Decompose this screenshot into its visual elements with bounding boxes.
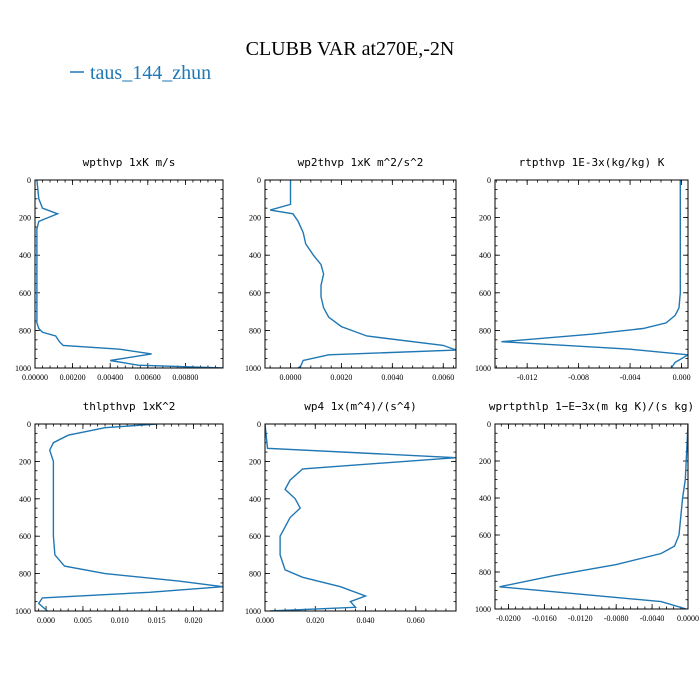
y-tick-label: 0 [487,420,491,429]
chart-panel-2: wp2thvp 1xK m^2/s^2 0 200 400 600 800 1000 0.00… [245,156,457,382]
panel-title: wprtpthlp 1−E−3x(m kg K)/(s kg) [489,400,694,413]
panel-title: wp2thvp 1xK m^2/s^2 [298,156,424,169]
legend-label: taus_144_zhun [90,62,211,84]
y-tick-label: 0 [27,176,31,185]
series-line [36,180,223,368]
y-tick-label: 0 [487,176,491,185]
plot-frame [264,179,457,369]
x-tick-label: 0.00800 [172,373,198,382]
y-tick-label: 400 [249,495,261,504]
x-tick-label: -0.004 [620,373,641,382]
x-tick-label: 0.00200 [60,373,86,382]
figure-title: CLUBB VAR at270E,-2N [246,38,455,60]
y-tick-label: 200 [19,214,31,223]
x-tick-label: 0.00000 [22,373,48,382]
y-tick-label: 800 [479,326,491,335]
y-tick-label: 1000 [475,605,491,614]
y-tick-label: 200 [249,457,261,466]
y-tick-label: 200 [19,457,31,466]
series-line [499,424,688,609]
series-line [501,180,688,368]
y-tick-label: 800 [249,570,261,579]
x-tick-label: -0.012 [517,373,538,382]
x-tick-label: 0.000 [673,373,691,382]
y-tick-label: 400 [249,251,261,260]
x-tick-label: -0.008 [568,373,589,382]
x-tick-label: 0.0040 [381,373,403,382]
x-tick-label: 0.00600 [135,373,161,382]
series-line [269,180,456,368]
y-tick-label: 800 [249,326,261,335]
x-tick-label: 0.0000 [279,373,301,382]
chart-panel-4: thlpthvp 1xK^2 0 200 400 600 800 1000 0.000 0.00… [15,400,224,625]
x-tick-label: -0.0080 [604,614,629,623]
y-tick-label: 1000 [245,607,261,616]
y-tick-label: 1000 [475,364,491,373]
x-tick-label: 0.00400 [97,373,123,382]
panel-title: rtpthvp 1E-3x(kg/kg) K [519,156,665,169]
plot-frame [264,423,457,612]
x-tick-label: 0.005 [74,616,92,625]
y-tick-label: 1000 [245,364,261,373]
y-tick-label: 1000 [15,607,31,616]
x-tick-label: 0.040 [357,616,375,625]
legend: taus_144_zhun [70,62,211,84]
plot-frame [494,423,689,610]
y-tick-label: 600 [19,532,31,541]
y-tick-label: 0 [27,420,31,429]
plot-frame [34,179,224,369]
x-tick-label: 0.0020 [330,373,352,382]
x-tick-label: 0.010 [111,616,129,625]
x-tick-label: 0.0060 [432,373,454,382]
y-tick-label: 800 [19,326,31,335]
y-tick-label: 800 [479,568,491,577]
x-tick-label: 0.0000 [677,614,699,623]
y-tick-label: 0 [257,420,261,429]
y-tick-label: 400 [19,495,31,504]
y-tick-label: 600 [249,289,261,298]
y-tick-label: 600 [479,531,491,540]
y-tick-label: 600 [19,289,31,298]
x-tick-label: -0.0040 [640,614,665,623]
y-tick-label: 400 [19,251,31,260]
x-tick-label: -0.0120 [568,614,593,623]
x-tick-label: -0.0160 [532,614,557,623]
x-tick-label: 0.000 [256,616,274,625]
y-tick-label: 800 [19,570,31,579]
panel-title: thlpthvp 1xK^2 [83,400,176,413]
panel-title: wp4 1x(m^4)/(s^4) [304,400,417,413]
y-tick-label: 200 [249,214,261,223]
y-tick-label: 1000 [15,364,31,373]
x-tick-label: 0.060 [407,616,425,625]
y-tick-label: 0 [257,176,261,185]
chart-panel-3: rtpthvp 1E-3x(kg/kg) K 0 200 400 600 800 1000 -… [475,156,691,382]
y-tick-label: 400 [479,494,491,503]
x-tick-label: -0.0200 [496,614,521,623]
x-tick-label: 0.015 [148,616,166,625]
plot-frame [34,423,224,612]
y-tick-label: 200 [479,214,491,223]
x-tick-label: 0.020 [185,616,203,625]
y-tick-label: 600 [479,289,491,298]
x-tick-label: 0.020 [306,616,324,625]
plot-frame [494,179,689,369]
y-tick-label: 600 [249,532,261,541]
series-line [37,424,223,611]
chart-panel-6: wprtpthlp 1−E−3x(m kg K)/(s kg) 0 200 400 60… [475,400,699,623]
series-line [265,424,456,611]
y-tick-label: 400 [479,251,491,260]
panel-title: wpthvp 1xK m/s [83,156,176,169]
x-tick-label: 0.000 [37,616,55,625]
y-tick-label: 200 [479,457,491,466]
